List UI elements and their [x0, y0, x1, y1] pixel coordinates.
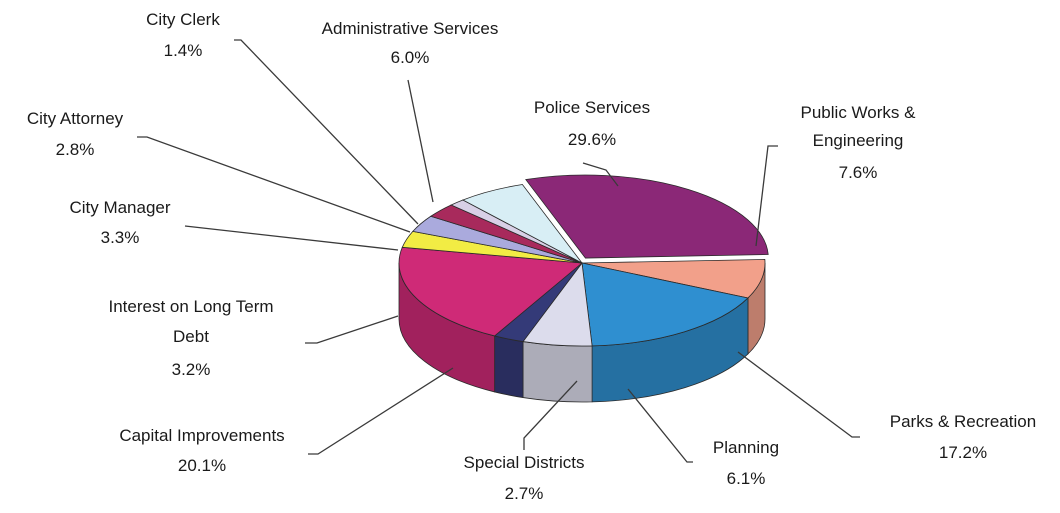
slice-capital-improvements [398, 246, 584, 337]
leader-line-capital-improvements [308, 367, 454, 455]
leader-lines [137, 39, 860, 463]
slice-label-public-works-and-engineering: Public Works & Engineering 7.6% [801, 103, 917, 182]
leader-line-city-clerk [234, 39, 419, 225]
slice-label-interest-on-long-term-debt: Interest on Long Term Debt 3.2% [108, 297, 273, 379]
value-label: 3.2% [172, 360, 211, 379]
value-label: 3.3% [101, 228, 140, 247]
category-label: Administrative Services [322, 19, 499, 38]
value-label: 2.8% [56, 140, 95, 159]
category-label: City Clerk [146, 10, 220, 29]
category-label: Interest on Long Term Debt [108, 297, 273, 346]
value-label: 1.4% [164, 41, 203, 60]
leader-line-administrative-services [407, 79, 434, 203]
leader-line-police-services [582, 162, 619, 187]
slice-label-police-services: Police Services 29.6% [534, 98, 650, 149]
value-label: 6.1% [727, 469, 766, 488]
leader-line-planning [627, 388, 693, 463]
slice-label-planning: Planning 6.1% [713, 438, 779, 488]
slice-label-administrative-services: Administrative Services 6.0% [322, 19, 499, 67]
slice-label-capital-improvements: Capital Improvements 20.1% [119, 426, 284, 475]
slice-administrative-services [461, 184, 583, 264]
category-label: Police Services [534, 98, 650, 117]
leader-line-city-attorney [137, 136, 411, 233]
value-label: 2.7% [505, 484, 544, 503]
slice-side-planning [522, 341, 593, 403]
value-label: 20.1% [178, 456, 226, 475]
slice-label-special-districts: Special Districts 2.7% [464, 453, 585, 503]
slice-side-special-districts [494, 335, 524, 399]
slice-label-city-attorney: City Attorney 2.8% [27, 109, 124, 159]
category-label: Special Districts [464, 453, 585, 472]
value-label: 29.6% [568, 130, 616, 149]
leader-line-parks-and-recreation [737, 351, 860, 438]
category-label: City Attorney [27, 109, 124, 128]
value-label: 6.0% [391, 48, 430, 67]
slice-police-services [525, 174, 769, 259]
category-label: Parks & Recreation [890, 412, 1036, 431]
slice-label-city-clerk: City Clerk 1.4% [146, 10, 220, 60]
category-label: City Manager [69, 198, 170, 217]
leader-line-public-works-and-engineering [755, 145, 778, 247]
slice-parks-and-recreation [581, 262, 749, 347]
category-label: Capital Improvements [119, 426, 284, 445]
slice-labels: Police Services 29.6% Public Works & Engine… [27, 10, 1036, 503]
leader-line-city-manager [184, 225, 399, 251]
value-label: 17.2% [939, 443, 987, 462]
pie-top-faces [398, 174, 769, 347]
leader-line-special-districts [523, 380, 578, 450]
value-label: 7.6% [839, 163, 878, 182]
category-label: Public Works & Engineering [801, 103, 917, 150]
slice-label-parks-and-recreation: Parks & Recreation 17.2% [890, 412, 1036, 462]
leader-line-interest-on-long-term-debt [305, 315, 399, 344]
category-label: Planning [713, 438, 779, 457]
slice-label-city-manager: City Manager 3.3% [69, 198, 170, 247]
